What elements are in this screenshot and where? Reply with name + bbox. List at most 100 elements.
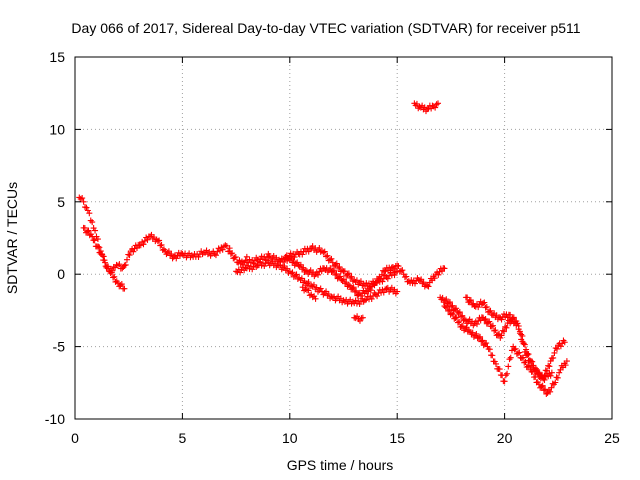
point-late-track-B xyxy=(445,307,452,314)
point-late-track-A xyxy=(488,323,495,330)
point-late-track-A xyxy=(546,363,553,370)
y-tick-label: -5 xyxy=(53,339,66,355)
point-upper-track xyxy=(287,250,294,257)
point-main-track xyxy=(212,252,219,259)
x-tick-label: 25 xyxy=(604,430,620,446)
point-upper-track xyxy=(339,267,346,274)
point-main-track xyxy=(337,273,344,280)
point-main-track xyxy=(86,210,93,217)
point-main-track xyxy=(84,207,91,214)
point-lower-track xyxy=(329,294,336,301)
point-isolated-segments xyxy=(415,105,422,112)
point-late-track-B xyxy=(450,311,457,318)
point-late-track-A xyxy=(500,328,507,335)
y-tick-label: 5 xyxy=(57,194,65,210)
point-isolated-segments xyxy=(311,293,318,300)
point-late-track-B xyxy=(448,310,455,317)
point-lower-track xyxy=(118,281,125,288)
point-main-track xyxy=(232,253,239,260)
point-lower-track xyxy=(293,271,300,278)
point-late-track-A xyxy=(458,313,465,320)
point-main-track xyxy=(229,250,236,257)
point-lower-track xyxy=(105,263,112,270)
point-main-track xyxy=(113,261,120,268)
point-lower-track xyxy=(313,284,320,291)
point-late-track-B xyxy=(501,378,508,385)
point-isolated-segments xyxy=(416,103,423,110)
point-upper-track xyxy=(333,260,340,267)
point-late-track-B xyxy=(552,379,559,386)
point-isolated-segments xyxy=(433,101,440,108)
point-lower-track xyxy=(361,297,368,304)
point-main-track xyxy=(388,264,395,271)
point-main-track xyxy=(123,256,130,263)
point-late-track-A xyxy=(446,299,453,306)
point-upper-track xyxy=(348,273,355,280)
point-main-track xyxy=(82,204,89,211)
point-lower-track xyxy=(323,288,330,295)
point-late-track-A xyxy=(482,315,489,322)
point-main-track xyxy=(195,253,202,260)
point-late-track-A xyxy=(491,327,498,334)
x-tick-label: 5 xyxy=(179,430,187,446)
point-late-track-C xyxy=(532,368,539,375)
point-lower-track xyxy=(380,289,387,296)
point-late-track-B xyxy=(516,349,523,356)
point-main-track xyxy=(216,247,223,254)
point-isolated-segments xyxy=(435,100,442,107)
point-upper-track xyxy=(305,248,312,255)
x-tick-label: 0 xyxy=(71,430,79,446)
point-late-track-B xyxy=(478,338,485,345)
x-tick-label: 15 xyxy=(389,430,405,446)
point-late-track-B xyxy=(493,360,500,367)
point-main-track xyxy=(411,280,418,287)
point-lower-track xyxy=(308,282,315,289)
point-main-track xyxy=(157,242,164,249)
point-main-track xyxy=(351,288,358,295)
point-main-track xyxy=(294,259,301,266)
point-main-track xyxy=(227,250,234,257)
point-lower-track xyxy=(305,279,312,286)
point-lower-track xyxy=(374,293,381,300)
point-late-track-B xyxy=(547,388,554,395)
point-upper-track xyxy=(319,248,326,255)
point-upper-track xyxy=(394,268,401,275)
point-lower-track xyxy=(317,285,324,292)
point-late-track-C xyxy=(467,297,474,304)
point-late-track-B xyxy=(477,333,484,340)
point-main-track xyxy=(92,227,99,234)
point-upper-track xyxy=(288,253,295,260)
point-main-track xyxy=(435,271,442,278)
point-late-track-C xyxy=(536,370,543,377)
point-upper-track xyxy=(341,268,348,275)
point-late-track-B xyxy=(556,369,563,376)
point-main-track xyxy=(357,292,364,299)
point-upper-track xyxy=(324,252,331,259)
point-main-track xyxy=(130,248,137,255)
point-upper-track xyxy=(316,244,323,251)
point-lower-track xyxy=(356,301,363,308)
point-main-track xyxy=(89,219,96,226)
point-late-track-A xyxy=(494,331,501,338)
point-main-track xyxy=(173,255,180,262)
point-main-track xyxy=(137,242,144,249)
point-late-track-B xyxy=(512,345,519,352)
point-main-track xyxy=(87,217,94,224)
point-lower-track xyxy=(294,275,301,282)
point-late-track-C xyxy=(486,308,493,315)
point-upper-track xyxy=(357,278,364,285)
point-late-track-B xyxy=(504,370,511,377)
point-late-track-C xyxy=(480,300,487,307)
point-late-track-A xyxy=(448,303,455,310)
point-isolated-segments xyxy=(356,317,363,324)
point-isolated-segments xyxy=(302,286,309,293)
point-main-track xyxy=(378,271,385,278)
point-main-track xyxy=(401,274,408,281)
point-late-track-C xyxy=(547,372,554,379)
point-late-track-C xyxy=(530,362,537,369)
point-lower-track xyxy=(261,263,268,270)
point-main-track xyxy=(214,248,221,255)
point-late-track-A xyxy=(443,296,450,303)
point-main-track xyxy=(395,263,402,270)
